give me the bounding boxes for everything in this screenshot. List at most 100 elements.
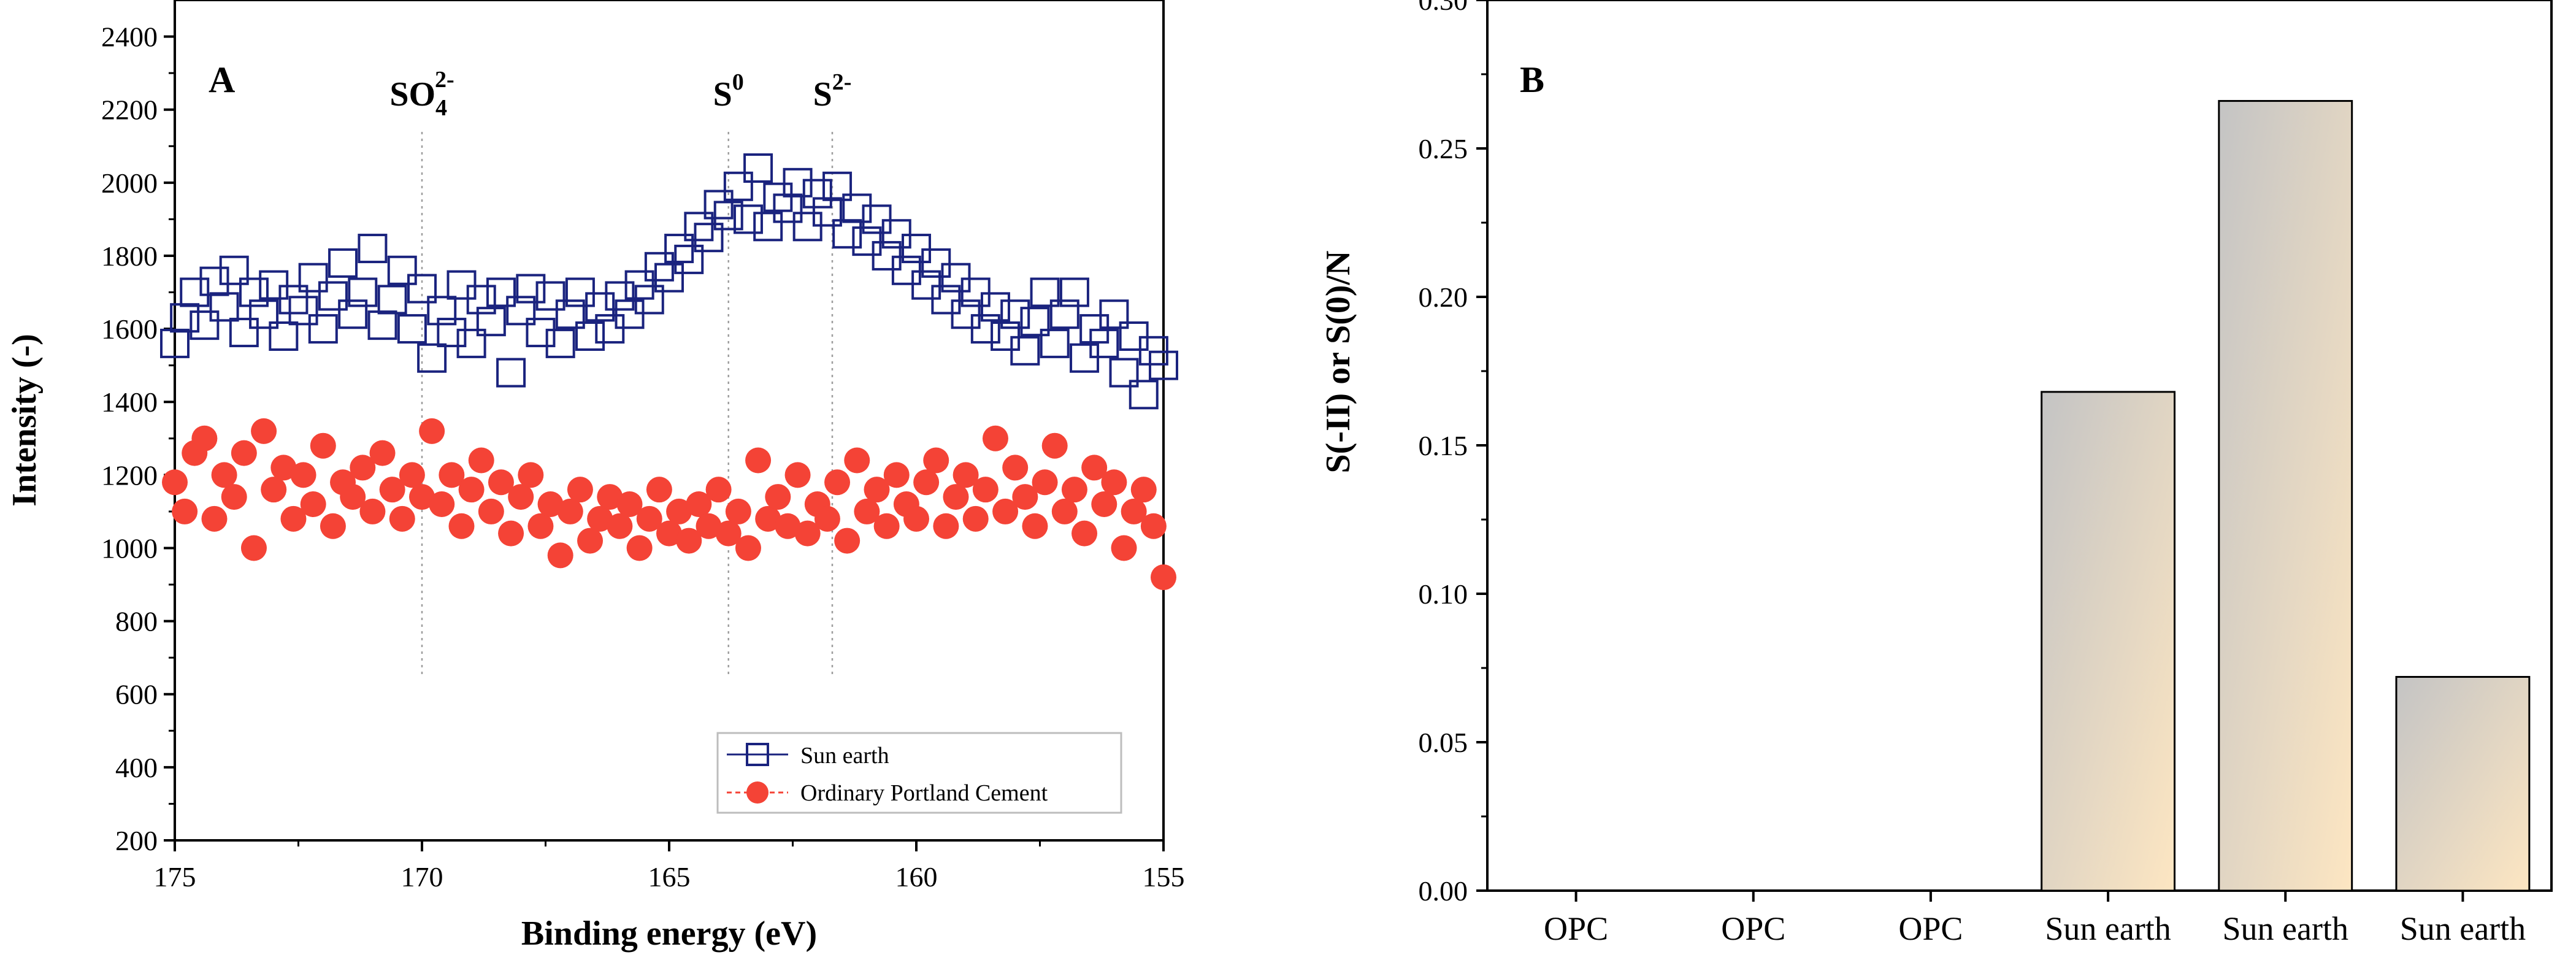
sun-earth-point: [1049, 299, 1079, 329]
opc-point: [270, 455, 297, 481]
opc-point: [903, 505, 929, 532]
panel-b-y-label: S(-II) or S(0)/N: [1319, 251, 1357, 474]
opc-point: [616, 491, 643, 517]
a-x-tick-label: 175: [154, 861, 196, 892]
opc-point: [508, 484, 534, 510]
opc-point: [1071, 520, 1098, 547]
b-y-tick-label: 0.15: [1419, 430, 1468, 461]
sun-earth-point: [1089, 328, 1119, 358]
opc-point: [458, 477, 485, 503]
sun-earth-point: [783, 167, 813, 198]
opc-point: [488, 469, 514, 496]
panel-a-letter: A: [209, 59, 235, 100]
sun-earth-point: [1149, 350, 1178, 380]
panel-a-y-label: Intensity (-): [6, 334, 44, 507]
opc-point: [765, 484, 791, 510]
panel-b-bars: [2041, 100, 2531, 892]
opc-point: [439, 462, 465, 488]
opc-point: [834, 528, 861, 554]
sun-earth-point: [1030, 277, 1060, 307]
opc-point: [715, 520, 742, 547]
legend-box: [716, 732, 1122, 814]
sun-earth-point: [753, 212, 783, 242]
a-y-tick-label: 400: [115, 752, 158, 783]
sun-earth-point: [664, 234, 694, 264]
opc-point: [943, 484, 969, 510]
b-x-tick-label: Sun earth: [2223, 910, 2348, 947]
a-x-tick-label: 155: [1143, 861, 1185, 892]
a-y-tick-label: 1600: [101, 313, 158, 345]
sun-earth-point: [417, 343, 447, 373]
opc-point: [626, 535, 653, 561]
sun-earth-point: [427, 296, 457, 326]
sun-earth-point: [526, 318, 556, 348]
sun-earth-point: [219, 255, 249, 285]
sun-earth-point: [437, 318, 467, 348]
opc-point: [577, 528, 604, 554]
a-y-tick-label: 800: [115, 606, 158, 637]
opc-point: [537, 491, 564, 517]
sun-earth-point: [713, 201, 743, 231]
opc-point: [794, 520, 821, 547]
sun-earth-point: [407, 274, 437, 304]
opc-point: [864, 477, 890, 503]
b-x-tick-label: Sun earth: [2045, 910, 2171, 947]
a-y-tick-label: 1800: [101, 240, 158, 272]
sun-earth-point: [822, 171, 853, 201]
b-y-tick-label: 0.00: [1419, 875, 1468, 907]
sun-earth-point: [348, 277, 378, 307]
sun-earth-point: [1000, 299, 1030, 329]
sun-earth-point: [694, 223, 724, 253]
opc-point: [1101, 469, 1127, 496]
sun-earth-point: [476, 307, 506, 337]
opc-point: [280, 505, 307, 532]
sun-earth-point: [575, 321, 605, 351]
panel-a-chart: 200 400 600 800 1000 1200 1400 1600 1800 2000 2200…: [6, 0, 1185, 953]
opc-point: [646, 477, 672, 503]
opc-point: [1151, 564, 1176, 591]
opc-point: [162, 469, 188, 496]
sun-earth-point: [397, 314, 427, 344]
opc-point: [310, 432, 336, 459]
opc-point: [1041, 432, 1068, 459]
b-y-tick-label: 0.10: [1419, 578, 1468, 610]
opc-point: [824, 469, 851, 496]
sun-earth-point: [269, 321, 299, 351]
opc-point: [923, 447, 949, 474]
sun-earth-point: [278, 285, 309, 315]
opc-point: [468, 447, 494, 474]
opc-point: [1081, 455, 1108, 481]
opc-point: [844, 447, 870, 474]
panel-a-x-axis: 175 170 165 160 155: [154, 840, 1185, 892]
sun-earth-point: [733, 204, 763, 234]
opc-point: [1140, 513, 1167, 539]
sun-earth-point: [634, 285, 664, 315]
sun-earth-point: [674, 244, 704, 274]
opc-point: [389, 505, 415, 532]
sun-earth-point: [170, 303, 200, 333]
sun-earth-point: [239, 277, 269, 307]
panel-a-series-sun-earth: [160, 153, 1178, 410]
sun-earth-point: [367, 310, 397, 340]
panel-b-letter: B: [1520, 59, 1544, 100]
sun-earth-point: [1099, 299, 1129, 329]
sun-earth-point: [328, 248, 358, 278]
opc-point: [240, 535, 267, 561]
panel-b-chart: 0.00 0.05 0.10 0.15 0.20 0.25 0.30 OPC OPC OPC Su…: [1319, 0, 2553, 947]
b-y-tick-label: 0.25: [1419, 133, 1468, 164]
a-x-tick-label: 160: [895, 861, 938, 892]
sun-earth-point: [308, 314, 338, 344]
sun-earth-point: [180, 277, 210, 307]
opc-point: [883, 462, 910, 488]
opc-point: [379, 477, 405, 503]
a-peak-label: SO42-: [389, 67, 454, 121]
sun-earth-point: [970, 314, 1000, 344]
opc-point: [686, 491, 712, 517]
opc-point: [972, 477, 999, 503]
sun-earth-point: [555, 299, 585, 329]
b-x-tick-label: OPC: [1544, 910, 1608, 947]
opc-point: [814, 505, 840, 532]
opc-point: [696, 513, 722, 539]
sun-earth-point: [190, 310, 220, 340]
